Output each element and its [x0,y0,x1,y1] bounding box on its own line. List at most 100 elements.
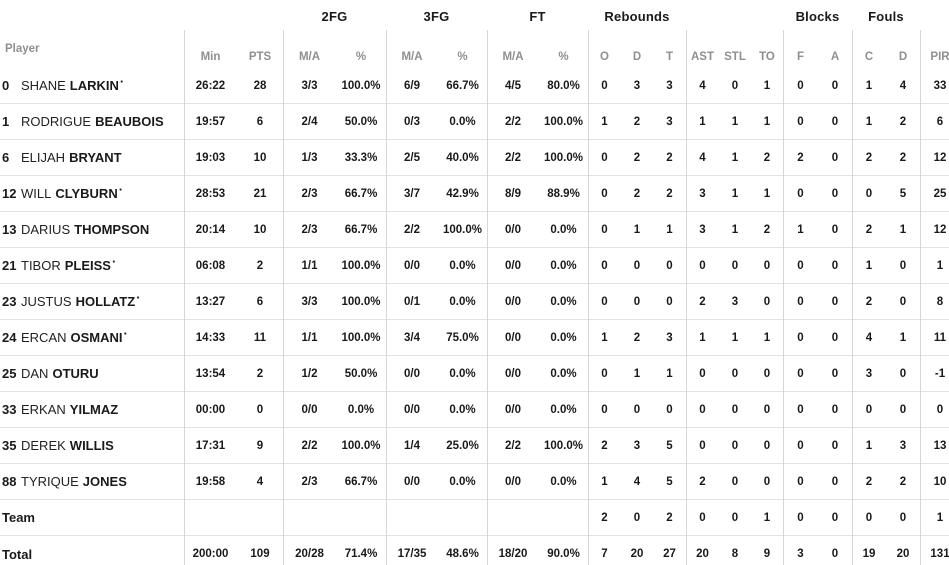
table-body: 0 SHANE LARKIN · 26:22 28 3/3 100.0% 6/9 66.7% 4/5… [0,68,949,565]
stat-cell: 2 [256,259,264,272]
column-header-fouls-d: D [898,51,908,63]
stat-cell: 66.7% [344,187,378,200]
stat-cell: 0 [763,295,771,308]
stat-cell: 2 [797,151,804,164]
jersey-number: 0 [2,78,10,93]
stat-cell: 2 [633,187,641,200]
stat-cell: 0 [731,403,739,416]
column-header-to: TO [759,51,775,63]
column-divider [283,30,284,565]
column-header-3fg-ma: M/A [401,51,423,63]
stat-cell: 0 [699,367,706,380]
stat-cell: 2 [865,295,873,308]
stat-cell: 1 [865,439,873,452]
stat-cell: 75.0% [446,331,479,344]
stat-cell: 20 [696,548,709,560]
stat-cell: 33 [933,79,947,92]
stat-cell: 0 [601,367,608,380]
stat-cell: 0.0% [449,403,476,416]
stat-cell: 6/9 [404,79,420,92]
stat-cell: 1 [601,475,608,488]
column-header-ft-pct: % [558,51,569,63]
stat-cell: 0/0 [505,223,521,236]
stat-cell: -1 [934,367,946,380]
stat-cell: 3/3 [301,79,318,92]
player-last-name: BRYANT [69,150,122,165]
stat-cell: 1 [699,115,706,128]
stat-cell: 2 [699,475,706,488]
player-first-name: ERKAN [21,402,66,417]
player-last-name: BEAUBOIS [95,114,164,129]
stat-cell: 0 [899,259,907,272]
stat-cell: 0 [865,187,873,200]
stat-cell: 2 [899,151,907,164]
stat-cell [386,500,438,535]
player-cell: 35 DEREK WILLIS [0,428,184,463]
jersey-number: 88 [2,474,17,489]
stat-cell: 0 [797,511,804,524]
jersey-number: 21 [2,258,17,273]
stat-cell: 20:14 [195,223,226,236]
stat-cell: 20 [896,548,910,560]
jersey-number: 1 [2,114,10,129]
player-cell: 13 DARIUS THOMPSON [0,212,184,247]
stat-cell: 2/2 [301,439,318,452]
stat-cell: 1 [936,511,944,524]
stat-cell: 0 [865,511,873,524]
stat-cell: 2 [865,151,873,164]
stat-cell: 4 [256,475,264,488]
stat-cell: 19 [862,548,876,560]
stat-cell: 0 [865,403,873,416]
stat-cell: 0 [797,259,804,272]
stat-cell: 33.3% [344,151,378,164]
stat-cell: 0 [831,187,839,200]
stat-cell: 50.0% [344,115,378,128]
stat-cell: 28:53 [195,187,226,200]
stat-cell: 1 [601,331,608,344]
stat-cell: 0.0% [449,475,476,488]
stat-cell: 1 [865,259,873,272]
stat-cell: 109 [250,548,270,560]
player-last-name: LARKIN [69,78,119,93]
stat-cell: 2 [666,511,673,524]
stat-cell: 0 [797,367,804,380]
stat-cell: 131 [930,548,949,560]
player-cell: 0 SHANE LARKIN · [2,73,125,94]
player-cell: 25 DAN OTURU [0,356,184,391]
stat-cell: 0 [601,295,608,308]
column-header-pts: PTS [248,51,272,63]
player-row: 35 DEREK WILLIS 17:31 9 2/2 100.0% 1/4 25.0% 2/2 1… [0,428,949,464]
stat-cell: 0 [797,403,804,416]
stat-cell: 3 [666,79,673,92]
stat-cell: 0 [797,187,804,200]
jersey-number: 24 [2,330,17,345]
stat-cell: 2/2 [404,223,420,236]
stat-cell [283,500,336,535]
stat-cell: 0 [831,259,839,272]
stat-cell: 3 [666,115,673,128]
stat-cell: 0 [831,511,839,524]
stat-cell: 0.0% [449,259,476,272]
stat-cell: 0 [899,403,907,416]
stat-cell: 8 [731,548,739,560]
jersey-number: 35 [2,438,17,453]
stat-cell: 0 [731,439,739,452]
stat-cell: 66.7% [344,475,378,488]
stat-cell: 2/3 [301,475,318,488]
stat-cell: 2 [666,187,673,200]
player-first-name: ELIJAH [21,150,66,165]
stat-cell: 0 [831,79,839,92]
stat-cell: 2/3 [301,223,318,236]
stat-cell: 20/28 [295,548,324,560]
stat-cell: 3 [633,439,641,452]
stat-cell: 66.7% [344,223,378,236]
stat-cell: 7 [601,548,608,560]
stat-cell: 100.0% [442,223,482,236]
team-row: Team 2 0 2 0 0 1 0 0 0 0 1 [0,500,949,536]
stat-cell: 10 [253,151,267,164]
stat-cell: 1 [936,259,944,272]
stat-cell: 21 [253,187,267,200]
player-first-name: DAN [21,366,49,381]
stat-cell: 1 [763,511,771,524]
stat-cell: 6 [936,115,944,128]
